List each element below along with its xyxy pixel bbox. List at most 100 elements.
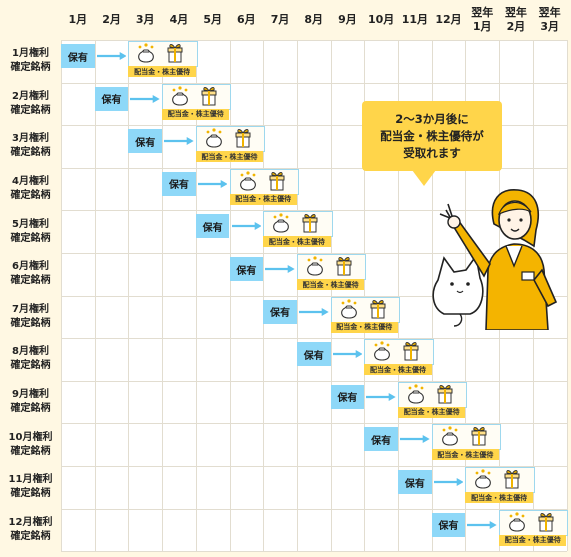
- arrow-right-icon: [467, 520, 498, 529]
- month-header: 5月: [203, 13, 222, 26]
- row-label: 2月権利 確定銘柄: [10, 90, 51, 116]
- month-header: 翌年 2月: [504, 6, 527, 33]
- column-divider: [162, 40, 164, 551]
- reward-label: 配当金・株主優待: [499, 534, 567, 546]
- reward-box: [330, 296, 400, 323]
- money-bag-icon: [138, 43, 155, 63]
- gift-box-icon: [538, 512, 554, 532]
- row-divider: [61, 466, 567, 467]
- hold-cell: 保有: [195, 214, 230, 239]
- hold-cell: 保有: [162, 171, 196, 196]
- gift-box-icon: [437, 384, 453, 404]
- money-bag-icon: [509, 511, 525, 532]
- reward-label: 配当金・株主優待: [128, 66, 196, 77]
- month-header: 1月: [68, 13, 88, 26]
- gift-box-icon: [370, 299, 386, 319]
- row-label: 5月権利 確定銘柄: [10, 218, 51, 244]
- hold-cell: 保有: [398, 470, 432, 494]
- money-bag-icon: [441, 426, 458, 446]
- arrow-right-icon: [366, 392, 396, 401]
- hold-cell: 保有: [229, 257, 264, 281]
- hold-cell: 保有: [128, 129, 163, 154]
- column-divider: [128, 40, 130, 551]
- money-bag-icon: [205, 128, 222, 148]
- column-divider: [431, 40, 433, 551]
- callout-tail: [412, 170, 436, 186]
- row-label: 7月権利 確定銘柄: [10, 303, 51, 329]
- row-divider: [61, 167, 567, 169]
- money-bag-icon: [374, 341, 391, 361]
- column-divider: [566, 40, 568, 551]
- row-label: 4月権利 確定銘柄: [10, 176, 51, 202]
- month-header: 2月: [102, 13, 121, 26]
- hold-cell: 保有: [61, 44, 95, 68]
- column-divider: [94, 40, 96, 551]
- column-divider: [364, 40, 366, 551]
- column-divider: [195, 40, 197, 551]
- column-divider: [61, 40, 62, 551]
- arrow-right-icon: [433, 478, 464, 486]
- hold-cell: 保有: [296, 342, 331, 367]
- hold-cell: 保有: [94, 86, 129, 111]
- arrow-right-icon: [298, 307, 329, 316]
- gift-box-icon: [167, 44, 183, 63]
- row-divider: [61, 295, 567, 297]
- reward-label: 配当金・株主優待: [465, 492, 533, 503]
- row-divider: [61, 551, 567, 553]
- month-header: 11月: [401, 13, 428, 26]
- reward-label: 配当金・株主優待: [431, 449, 500, 461]
- money-bag-icon: [273, 213, 290, 233]
- arrow-right-icon: [400, 435, 430, 444]
- month-header: 6月: [237, 13, 256, 26]
- arrow-right-icon: [231, 222, 262, 231]
- money-bag-icon: [340, 298, 357, 319]
- column-divider: [229, 40, 231, 551]
- row-label: 6月権利 確定銘柄: [10, 261, 51, 287]
- person-illustration: [439, 189, 558, 330]
- row-divider: [61, 40, 567, 41]
- row-label: 1月権利 確定銘柄: [10, 48, 51, 74]
- column-divider: [296, 40, 298, 551]
- arrow-right-icon: [130, 94, 161, 103]
- row-label: 10月権利 確定銘柄: [8, 431, 53, 457]
- hold-cell: 保有: [364, 427, 398, 452]
- month-header: 翌年 3月: [538, 6, 561, 33]
- arrow-right-icon: [265, 265, 295, 273]
- row-divider: [61, 82, 567, 84]
- row-divider: [61, 125, 567, 127]
- gift-box-icon: [504, 470, 520, 489]
- hold-cell: 保有: [330, 384, 365, 409]
- month-header: 8月: [304, 13, 324, 26]
- column-divider: [398, 40, 399, 551]
- month-header: 12月: [435, 13, 462, 26]
- reward-label: 配当金・株主優待: [195, 151, 264, 163]
- reward-label: 配当金・株主優待: [162, 108, 230, 120]
- gift-box-icon: [302, 214, 318, 233]
- month-header: 9月: [338, 13, 357, 26]
- arrow-right-icon: [197, 179, 228, 188]
- row-label: 12月権利 確定銘柄: [8, 516, 53, 542]
- column-divider: [263, 40, 265, 551]
- row-label: 9月権利 確定銘柄: [10, 389, 51, 415]
- arrow-right-icon: [332, 350, 363, 359]
- row-divider: [61, 253, 567, 254]
- hold-cell: 保有: [431, 512, 466, 537]
- row-divider: [61, 380, 567, 382]
- reward-label: 配当金・株主優待: [263, 236, 331, 248]
- arrow-right-icon: [164, 137, 194, 146]
- gift-box-icon: [201, 86, 217, 106]
- callout-bubble: 2～3か月後に 配当金・株主優待が 受取れます: [362, 101, 502, 171]
- row-divider: [61, 338, 567, 340]
- reward-label: 配当金・株主優待: [330, 321, 398, 333]
- month-header: 10月: [367, 13, 395, 26]
- money-bag-icon: [408, 384, 424, 404]
- row-divider: [61, 210, 567, 212]
- gift-box-icon: [403, 342, 419, 361]
- month-header: 7月: [270, 13, 290, 26]
- reward-label: 配当金・株主優待: [229, 193, 297, 205]
- gift-box-icon: [269, 171, 284, 191]
- column-divider: [330, 40, 332, 551]
- money-bag-icon: [307, 256, 323, 276]
- reward-label: 配当金・株主優待: [364, 364, 432, 376]
